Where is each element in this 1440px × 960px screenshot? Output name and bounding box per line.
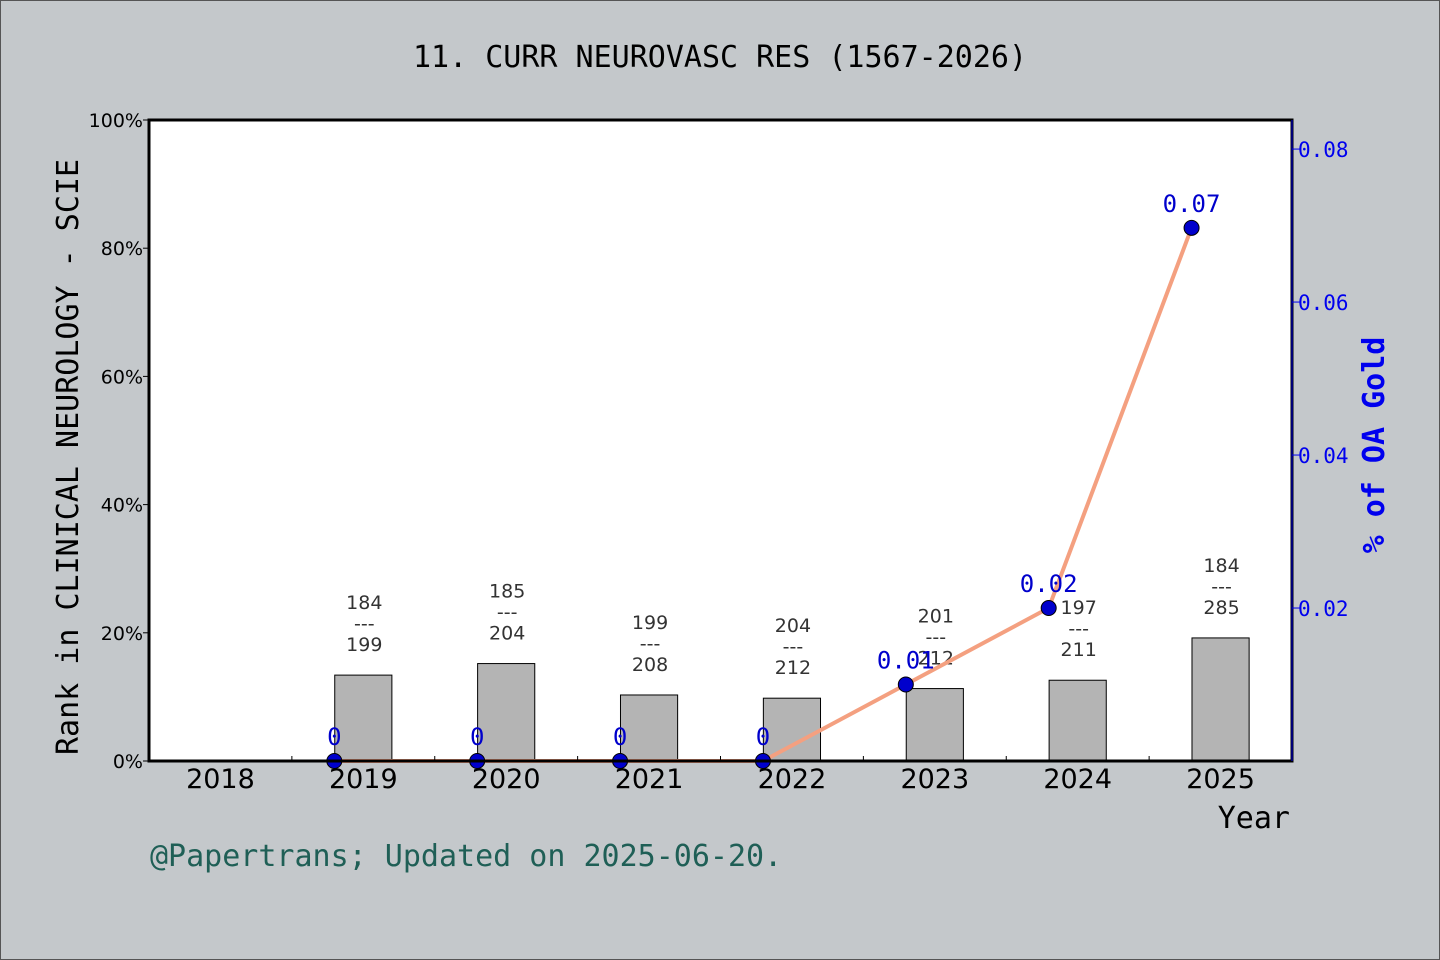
x-tick-label-2025: 2025 [1186,764,1255,795]
right-tick-label-0: 0.02 [1298,597,1349,621]
bar-label-rank-2021: 199 [632,612,668,634]
chart-title: 11. CURR NEUROVASC RES (1567-2026) [413,40,1027,75]
x-tick-label-2021: 2021 [615,764,684,795]
bar-label-rank-2022: 204 [775,615,811,637]
left-axis: 0% 20% 40% 60% 80% 100% [89,110,149,773]
oa-gold-value-label-2019: 0 [327,723,341,751]
bar-2020 [477,663,536,762]
bar-label-sep-2025: --- [1211,576,1232,598]
right-tick-label-3: 0.08 [1298,138,1349,162]
oa-gold-value-label-2022: 0 [756,723,770,751]
bar-label-rank-2020: 185 [489,581,525,603]
x-tick-label-2018: 2018 [186,764,255,795]
bar-label-total-2022: 212 [775,657,811,679]
bar-label-sep-2023: --- [926,627,947,649]
footer-credit: @Papertrans; Updated on 2025-06-20. [150,839,782,874]
left-tick-label-5: 100% [89,110,143,132]
bar-label-sep-2022: --- [783,636,804,658]
bar-2022 [762,697,822,762]
x-axis-label: Year [1218,801,1290,836]
bars-layer [334,637,1250,762]
right-tick-label-1: 0.04 [1298,444,1349,468]
oa-gold-point-2024 [1040,600,1057,617]
bar-label-total-2021: 208 [632,654,668,676]
bar-label-total-2019: 199 [346,634,382,656]
bar-label-total-2024: 211 [1061,639,1097,661]
bar-label-rank-2025: 184 [1203,555,1239,577]
oa-gold-value-label-2024: 0.02 [1020,570,1078,598]
x-tick-label-2022: 2022 [758,764,827,795]
bar-2021 [619,694,679,762]
bar-label-sep-2024: --- [1068,618,1089,640]
y-axis-left-label: Rank in CLINICAL NEUROLOGY - SCIE [51,159,86,755]
bar-2024 [1048,679,1107,762]
bar-label-sep-2021: --- [640,633,661,655]
x-axis: 2018 2019 2020 2021 2022 2023 2024 2025 [186,756,1255,795]
oa-gold-point-2025 [1183,219,1200,236]
bar-label-rank-2024: 197 [1061,597,1097,619]
oa-gold-value-label-2023: 0.01 [877,647,935,675]
bar-2019 [334,674,393,762]
bar-2023 [905,688,964,762]
y-axis-right-label: % of OA Gold [1357,337,1392,554]
x-tick-label-2020: 2020 [472,764,541,795]
x-tick-label-2023: 2023 [900,764,969,795]
left-tick-label-3: 60% [101,366,143,388]
left-tick-label-4: 80% [101,238,143,260]
bar-label-sep-2019: --- [354,613,375,635]
x-tick-label-2019: 2019 [329,764,398,795]
bar-2025 [1191,637,1250,762]
bar-label-rank-2023: 201 [918,606,954,628]
x-tick-label-2024: 2024 [1043,764,1112,795]
left-tick-label-1: 20% [101,623,143,645]
bar-label-total-2020: 204 [489,623,525,645]
plot-area [149,120,1292,761]
oa-gold-value-label-2021: 0 [613,723,627,751]
left-tick-label-2: 40% [101,495,143,517]
oa-gold-value-label-2020: 0 [470,723,484,751]
oa-gold-value-label-2025: 0.07 [1163,190,1221,218]
oa-gold-point-2023 [897,676,914,693]
bar-label-sep-2020: --- [497,602,518,624]
bar-label-total-2025: 285 [1203,597,1239,619]
right-tick-label-2: 0.06 [1298,291,1349,315]
right-axis: 0.02 0.04 0.06 0.08 [1291,120,1349,761]
bar-label-rank-2019: 184 [346,592,382,614]
left-tick-label-0: 0% [113,751,143,773]
